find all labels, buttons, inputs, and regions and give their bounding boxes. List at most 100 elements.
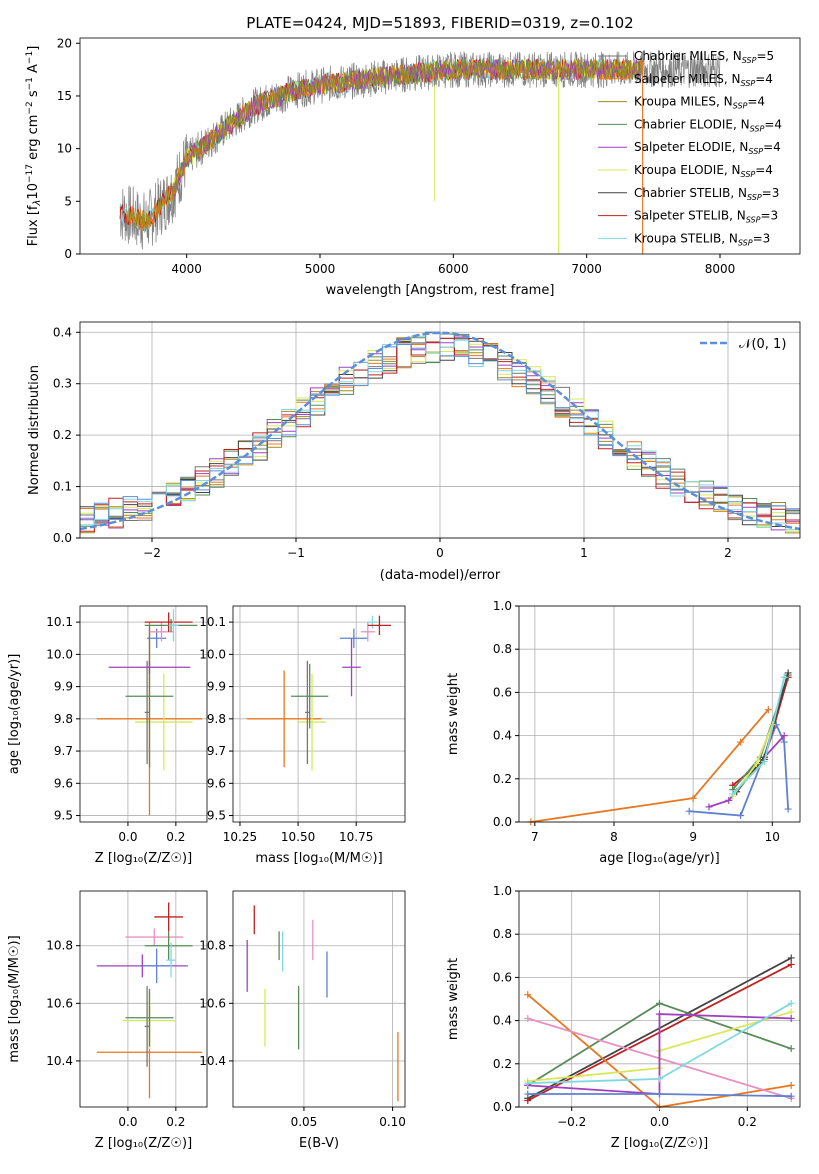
xlabel: age [log₁₀(age/yr)] <box>599 851 720 866</box>
ytick-label: 10.0 <box>46 647 73 661</box>
histogram-xlabel: (data-model)/error <box>380 568 501 583</box>
mass-weight-marker <box>729 790 737 798</box>
xlabel: mass [log₁₀(M/M☉)] <box>255 851 382 866</box>
spectrum-ytick-label: 15 <box>57 89 72 103</box>
ylabel: mass weight <box>446 958 461 1040</box>
xtick-label: 0.0 <box>118 1115 137 1129</box>
spectrum-axes <box>79 37 801 255</box>
mass-weight-marker <box>524 1079 532 1087</box>
ytick-label: 9.9 <box>207 680 226 694</box>
mass-weight-marker <box>705 803 713 811</box>
histogram-ticks: −2 −1 0 1 2 0.0 0.1 0.2 0.3 0.4 <box>53 325 732 560</box>
histogram-ytick-label: 0.2 <box>53 428 72 442</box>
legend-label: Chabrier MILES, NSSP=5 <box>634 49 774 65</box>
histogram-ytick-label: 0.4 <box>53 325 72 339</box>
histogram-xtick-label: 0 <box>436 546 444 560</box>
model-spectrum-kroupa_stelib <box>119 57 641 233</box>
axes-frame <box>79 605 208 823</box>
ytick-label: 10.0 <box>199 647 226 661</box>
spectrum-xlabel: wavelength [Angstrom, rest frame] <box>326 283 555 298</box>
xtick-label: −0.2 <box>557 1115 586 1129</box>
xlabel: E(B-V) <box>299 1136 339 1151</box>
ytick-label: 9.9 <box>54 680 73 694</box>
ylabel: age [log₁₀(age/yr)] <box>7 654 22 775</box>
xtick-label: 0.10 <box>379 1115 406 1129</box>
mass-weight-marker <box>524 991 532 999</box>
axes-frame <box>232 605 406 823</box>
ytick-label: 0.4 <box>493 729 512 743</box>
mass-weight-marker <box>524 1097 532 1105</box>
ytick-label: 0.4 <box>493 1014 512 1028</box>
xtick-label: 0.0 <box>650 1115 669 1129</box>
age-vs-mass-panel: 10.25 10.50 10.75 9.5 9.6 9.7 9.8 9.9 10.0 10.1 ma… <box>199 605 406 866</box>
spectrum-ytick-label: 10 <box>57 142 72 156</box>
ytick-label: 9.5 <box>54 809 73 823</box>
xtick-label: 10.25 <box>223 830 257 844</box>
ylabel: mass [log₁₀(M/M☉)] <box>7 935 22 1062</box>
ytick-label: 10.6 <box>199 996 226 1010</box>
histogram-ytick-label: 0.3 <box>53 377 72 391</box>
xtick-label: 9 <box>689 830 697 844</box>
mass-weight-marker <box>787 954 795 962</box>
massweight-vs-age-panel: 7 8 9 10 0.0 0.2 0.4 0.6 0.8 1.0 age [log₁₀(age/yr… <box>446 599 801 866</box>
histogram-xtick-label: 1 <box>580 546 588 560</box>
histogram-xtick-label: −1 <box>287 546 305 560</box>
ytick-label: 10.6 <box>46 996 73 1010</box>
mass-weight-marker <box>764 706 772 714</box>
spectrum-legend: Chabrier MILES, NSSP=5 Salpeter MILES, NS… <box>598 49 782 247</box>
spectrum-lines <box>119 51 721 254</box>
axes-frame <box>518 605 801 823</box>
mass-weight-marker <box>787 1014 795 1022</box>
ytick-label: 0.8 <box>493 927 512 941</box>
mass-weight-marker <box>685 807 693 815</box>
legend-label: Chabrier ELODIE, NSSP=4 <box>634 117 782 133</box>
axes-frame <box>518 890 801 1108</box>
legend-label: Kroupa ELODIE, NSSP=4 <box>634 163 773 179</box>
spectrum-ytick-label: 20 <box>57 36 72 50</box>
ytick-label: 0.6 <box>493 685 512 699</box>
mass-weight-marker <box>784 669 792 677</box>
spectrum-xtick-label: 7000 <box>571 262 602 276</box>
mass-weight-marker <box>737 812 745 820</box>
mass-weight-marker <box>784 805 792 813</box>
ytick-label: 10.4 <box>46 1054 73 1068</box>
ytick-label: 1.0 <box>493 884 512 898</box>
mass-weight-marker <box>787 1081 795 1089</box>
spectrum-xtick-label: 4000 <box>171 262 202 276</box>
xtick-label: 0.2 <box>738 1115 757 1129</box>
ytick-label: 0.2 <box>493 1057 512 1071</box>
ytick-label: 0.2 <box>493 772 512 786</box>
mass-weight-marker <box>656 1075 663 1083</box>
xtick-label: 0.0 <box>118 830 137 844</box>
mass-weight-marker <box>725 796 733 804</box>
mass-weight-marker <box>656 1090 663 1098</box>
histogram-ylabel: Normed distribution <box>27 365 42 495</box>
histogram-panel: −2 −1 0 1 2 0.0 0.1 0.2 0.3 0.4 (data-model)/erro… <box>27 321 801 583</box>
ytick-label: 9.5 <box>207 809 226 823</box>
xtick-label: 10.75 <box>339 830 373 844</box>
xlabel: Z [log₁₀(Z/Z☉)] <box>95 1136 192 1151</box>
legend-label: Kroupa STELIB, NSSP=3 <box>634 231 770 247</box>
ytick-label: 10.1 <box>199 615 226 629</box>
mass-weight-marker <box>787 960 795 968</box>
mass-weight-line <box>530 709 769 823</box>
mass-weight-marker <box>760 758 768 766</box>
xlabel: Z [log₁₀(Z/Z☉)] <box>611 1136 708 1151</box>
ytick-label: 0.6 <box>493 970 512 984</box>
ytick-label: 10.4 <box>199 1054 226 1068</box>
model-spectrum-kroupa_miles <box>126 58 644 232</box>
ytick-label: 9.7 <box>207 744 226 758</box>
mass-weight-marker <box>787 1092 795 1100</box>
spectrum-ylabel: Flux [fλ10−17 erg cm−2 s−1 A−1] <box>25 46 43 247</box>
spectrum-ytick-label: 0 <box>64 247 72 261</box>
histogram-series <box>80 332 800 521</box>
ytick-label: 9.8 <box>207 712 226 726</box>
spectrum-xtick-label: 8000 <box>705 262 736 276</box>
mass-weight-marker <box>524 1014 532 1022</box>
xtick-label: 0.2 <box>166 830 185 844</box>
mass-weight-marker <box>656 999 663 1007</box>
ytick-label: 9.6 <box>54 776 73 790</box>
xtick-label: 7 <box>531 830 539 844</box>
mass-vs-ebv-panel: 0.05 0.10 10.4 10.6 10.8 E(B-V) <box>199 890 406 1151</box>
mass-weight-marker <box>737 738 745 746</box>
